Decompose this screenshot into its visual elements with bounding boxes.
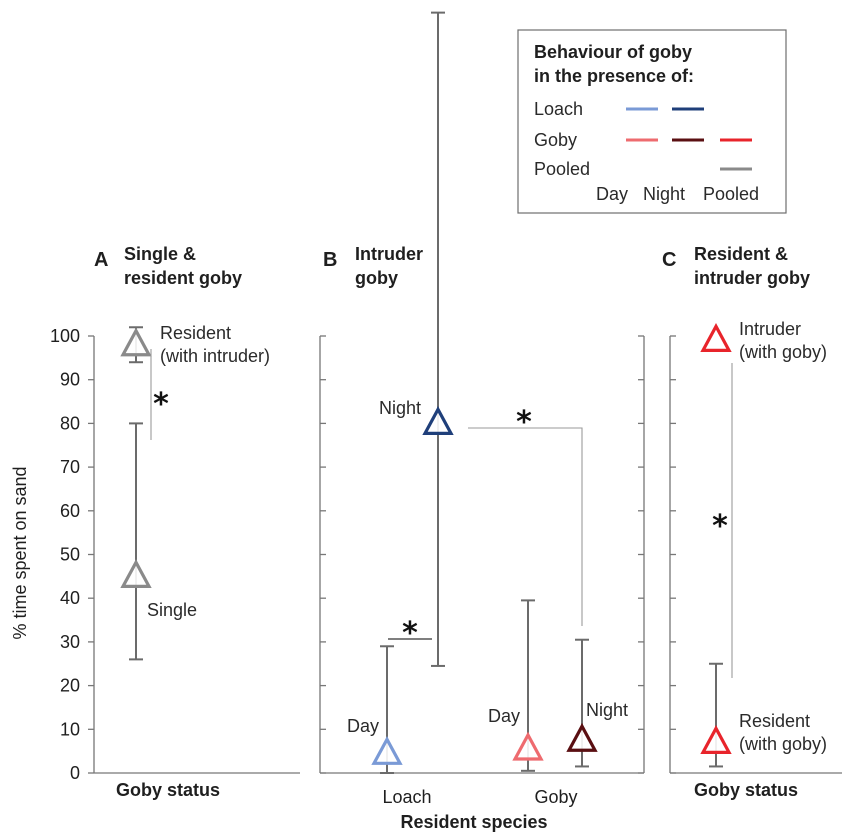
panel-b-title-line-2: goby: [355, 268, 398, 288]
panel-c-header: C Resident & intruder goby: [662, 244, 810, 288]
label-loach-day: Day: [347, 716, 379, 736]
point-goby-day: [512, 599, 544, 772]
y-tick-label-40: 40: [60, 588, 80, 608]
axis-frames: [93, 336, 842, 774]
panel-c-title-line-1: Resident &: [694, 244, 788, 264]
label-goby-day: Day: [488, 706, 520, 726]
panel-a-letter: A: [94, 249, 108, 271]
marker-resident-with-goby: [700, 725, 732, 755]
panel-a-x-axis-label: Goby status: [116, 780, 220, 800]
y-axis-title: % time spent on sand: [10, 466, 30, 639]
legend-column-day: Day: [596, 184, 628, 204]
legend: Behaviour of goby in the presence of: Lo…: [517, 29, 787, 214]
legend-box: [517, 29, 787, 214]
significance-star-panel-a: *: [153, 387, 169, 422]
x-tick-label-goby: Goby: [534, 787, 577, 807]
legend-title-line-1: Behaviour of goby: [534, 42, 692, 62]
label-resident-line-2: (with intruder): [160, 346, 270, 366]
label-resident-line-1: Resident: [160, 323, 231, 343]
legend-column-pooled: Pooled: [703, 184, 759, 204]
y-tick-label-20: 20: [60, 676, 80, 696]
y-tick-label-0: 0: [70, 763, 80, 783]
y-tick-label-70: 70: [60, 457, 80, 477]
marker-intruder-with-goby: [700, 323, 732, 352]
y-axis-ticks: 0 10 20 30 40 50 60 70 80 90 100: [50, 326, 676, 783]
legend-row-loach-label: Loach: [534, 99, 583, 119]
label-intruder-line-1: Intruder: [739, 319, 801, 339]
point-resident-with-intruder: [120, 326, 152, 364]
label-loach-night: Night: [379, 398, 421, 418]
label-single: Single: [147, 600, 197, 620]
legend-column-night: Night: [643, 184, 685, 204]
y-tick-label-90: 90: [60, 370, 80, 390]
x-tick-label-loach: Loach: [382, 787, 431, 807]
marker-loach-night: [422, 406, 454, 435]
y-tick-label-50: 50: [60, 545, 80, 565]
significance-bracket-night-loach-vs-goby: [468, 427, 583, 626]
significance-star-loach: *: [402, 616, 418, 651]
y-tick-label-100: 100: [50, 326, 80, 346]
panel-c-letter: C: [662, 249, 676, 271]
marker-single: [120, 558, 152, 588]
marker-goby-day: [512, 731, 544, 761]
data-marks: [120, 11, 732, 774]
panel-a-title-line-1: Single &: [124, 244, 196, 264]
point-labels: Single Resident (with intruder) Day Nigh…: [147, 319, 827, 754]
y-tick-label-60: 60: [60, 501, 80, 521]
significance-star-night: *: [516, 405, 532, 440]
point-goby-night: [566, 638, 598, 768]
point-resident-with-goby: [700, 662, 732, 768]
panel-a-header: A Single & resident goby: [94, 244, 242, 288]
label-intruder-line-2: (with goby): [739, 342, 827, 362]
panel-b-header: B Intruder goby: [323, 244, 423, 288]
panel-a-title-line-2: resident goby: [124, 268, 242, 288]
label-goby-night: Night: [586, 700, 628, 720]
point-loach-day: [371, 645, 403, 774]
panel-c-x-axis-label: Goby status: [694, 780, 798, 800]
label-resident-goby-line-1: Resident: [739, 711, 810, 731]
significance-brackets: * * * *: [150, 349, 733, 678]
y-tick-label-30: 30: [60, 632, 80, 652]
panel-b-title-line-1: Intruder: [355, 244, 423, 264]
legend-row-pooled-label: Pooled: [534, 159, 590, 179]
significance-star-panel-c: *: [712, 509, 728, 544]
label-resident-goby-line-2: (with goby): [739, 734, 827, 754]
marker-resident-with-intruder: [120, 327, 152, 357]
marker-goby-night: [566, 722, 598, 752]
point-single: [120, 422, 152, 661]
marker-loach-day: [371, 735, 403, 765]
legend-row-goby-label: Goby: [534, 130, 577, 150]
panel-b-x-axis-label: Resident species: [400, 812, 547, 832]
legend-title-line-2: in the presence of:: [534, 66, 694, 86]
y-tick-label-10: 10: [60, 719, 80, 739]
point-loach-night: [422, 11, 454, 667]
y-tick-label-80: 80: [60, 413, 80, 433]
panel-c-title-line-2: intruder goby: [694, 268, 810, 288]
point-intruder-with-goby: [700, 323, 732, 352]
panel-b-letter: B: [323, 249, 337, 271]
